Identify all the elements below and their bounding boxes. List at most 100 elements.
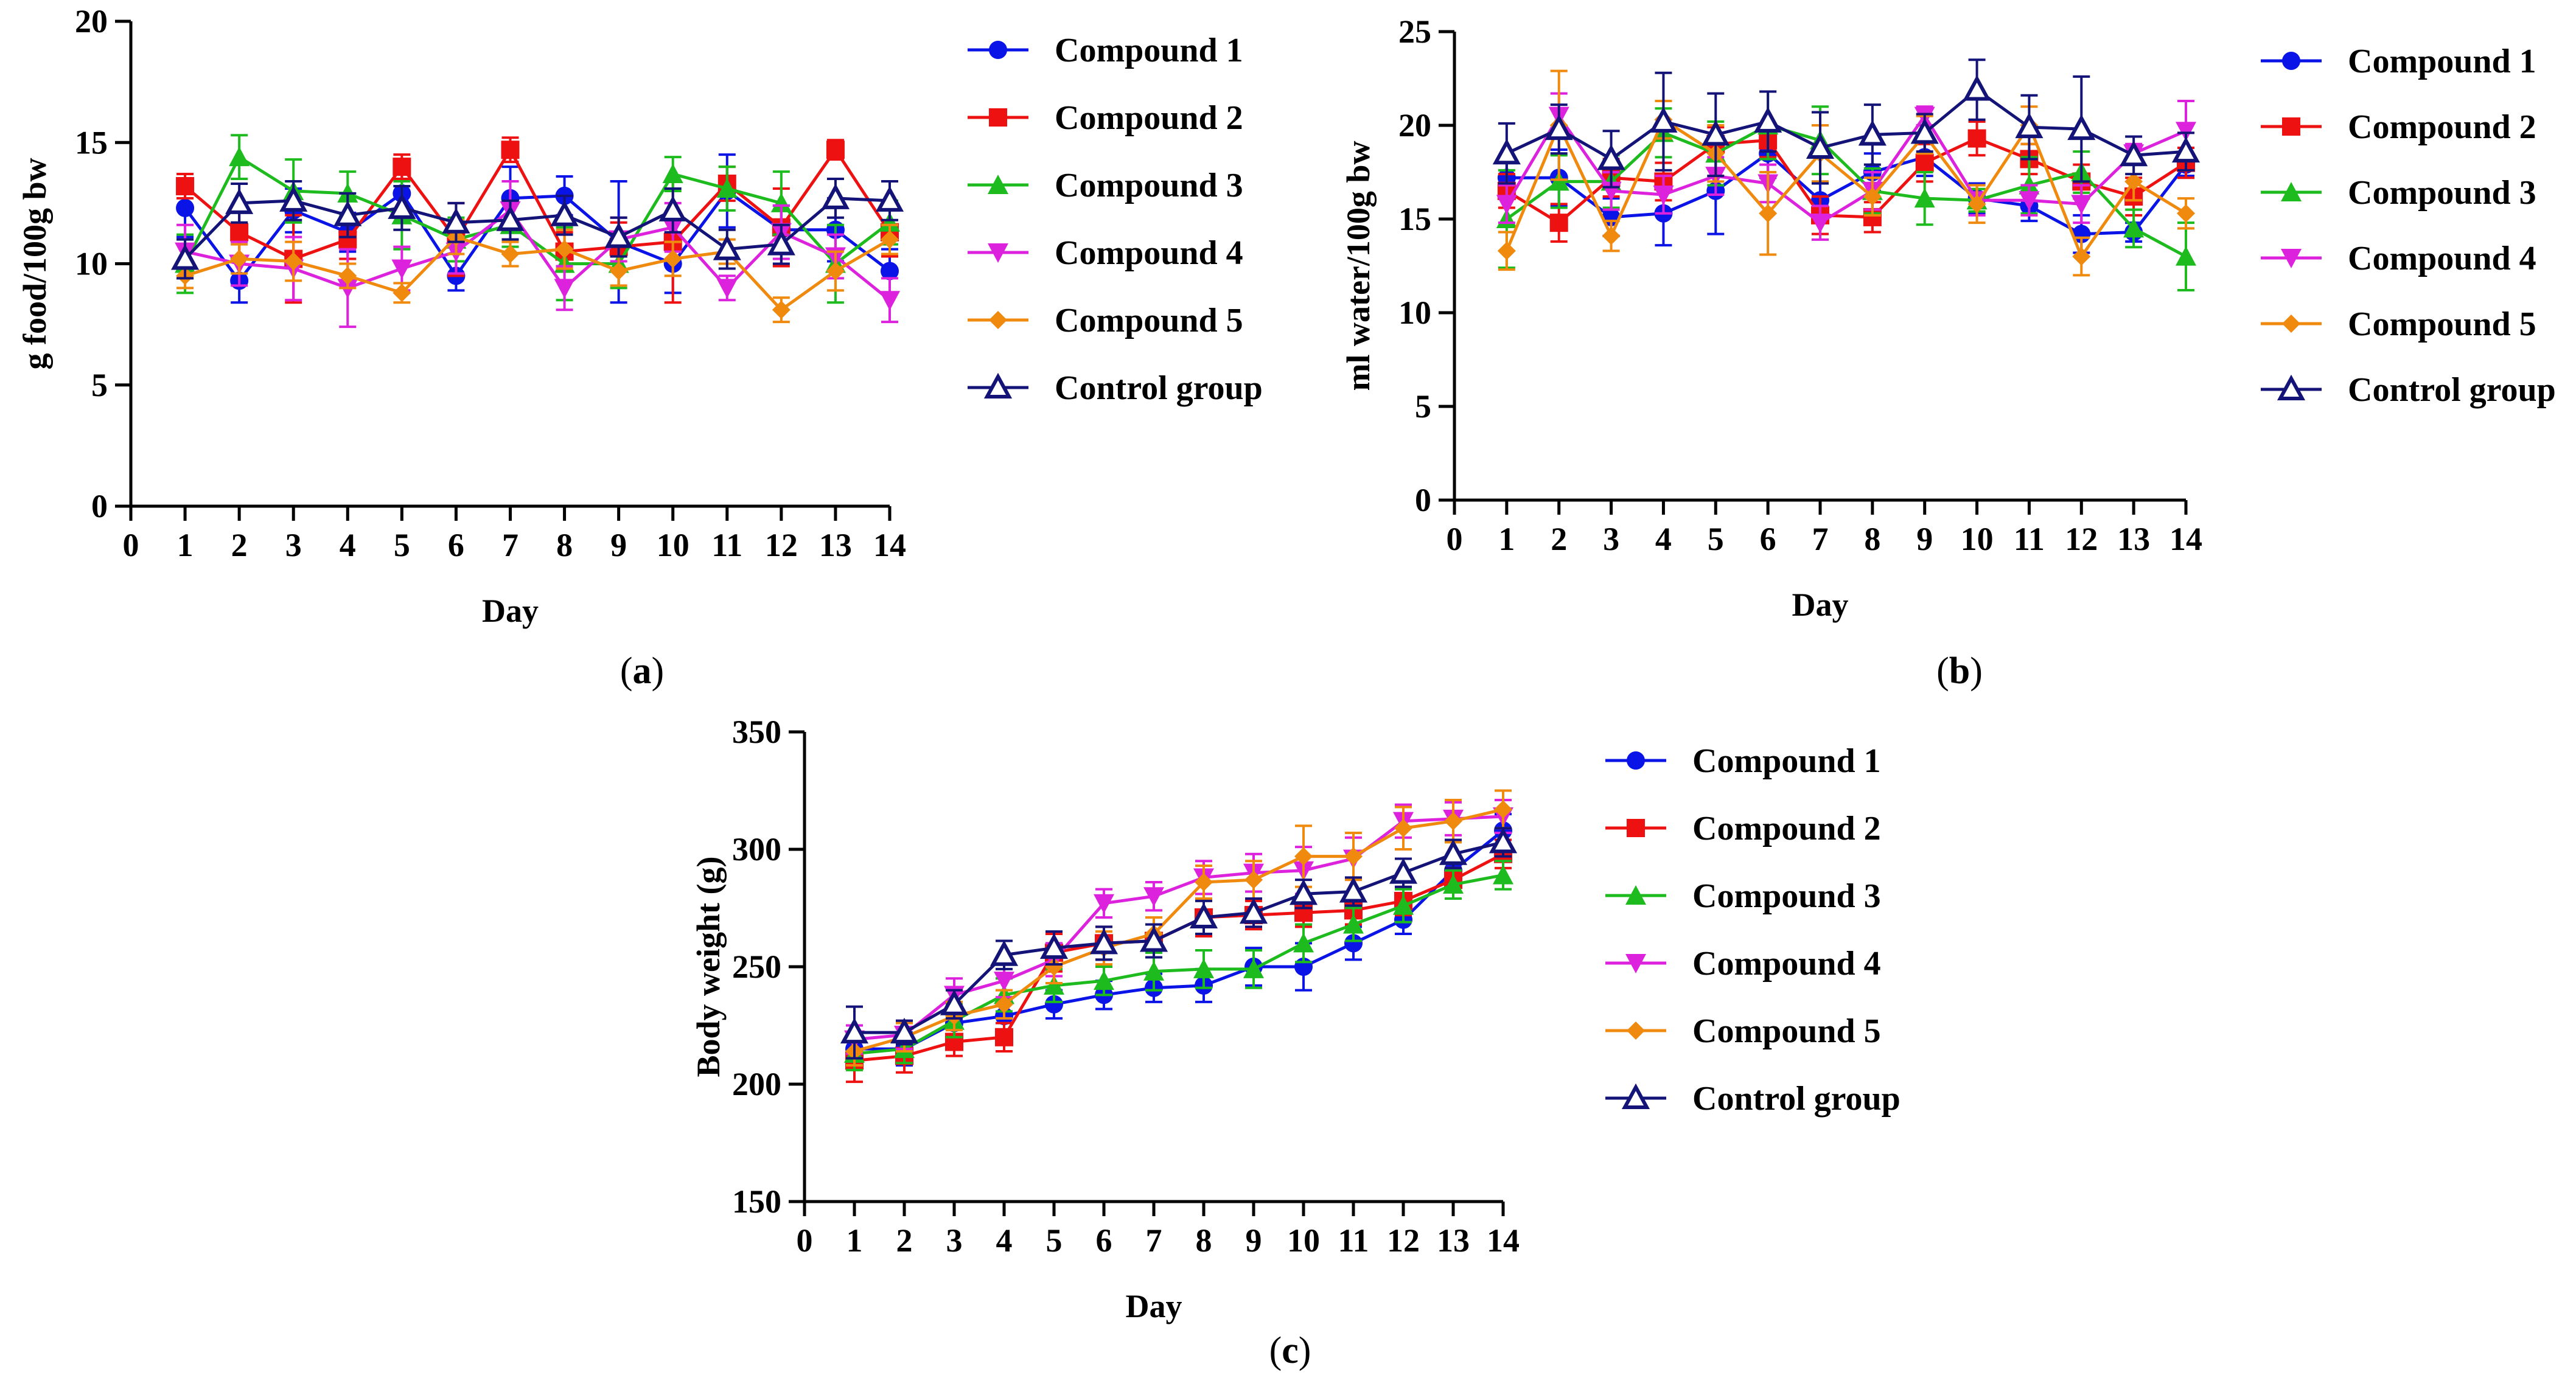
- x-tick-label: 7: [1812, 521, 1829, 557]
- y-tick-label: 20: [1398, 107, 1431, 144]
- y-axis-title: ml water/100g bw: [1340, 141, 1377, 391]
- data-point: [1597, 144, 1625, 170]
- data-point: [1915, 153, 1934, 172]
- data-point: [663, 249, 682, 268]
- legend-label: Compound 2: [1055, 99, 1243, 137]
- legend-marker: [1625, 885, 1646, 905]
- legend-label: Compound 3: [2348, 174, 2536, 212]
- y-tick-label: 0: [91, 488, 108, 524]
- data-point: [940, 989, 969, 1015]
- data-point: [1244, 871, 1263, 889]
- y-tick-label: 10: [1398, 294, 1431, 331]
- data-point: [1143, 961, 1164, 981]
- y-tick-label: 15: [1398, 201, 1431, 237]
- y-tick-marks: [1439, 30, 2188, 515]
- legend-marker: [983, 372, 1013, 398]
- data-point: [609, 262, 628, 280]
- data-point: [826, 262, 845, 280]
- panel-label: (b): [1936, 650, 1983, 692]
- legend-marker: [1625, 954, 1646, 973]
- data-point: [554, 279, 575, 299]
- data-point: [1343, 914, 1364, 934]
- legend: Compound 1 Compound 2 Compound 3 Compound 4…: [1605, 742, 1901, 1118]
- data-point: [875, 186, 904, 212]
- data-point: [1293, 933, 1314, 953]
- data-point: [333, 200, 362, 226]
- x-tick-label: 5: [1708, 521, 1724, 557]
- data-point: [230, 249, 249, 268]
- series-line: [1506, 124, 2187, 258]
- y-axis-title: g food/100g bw: [16, 158, 53, 369]
- data-point: [1189, 902, 1218, 928]
- panel-letter: b: [1949, 650, 1970, 692]
- y-tick-label: 0: [1415, 482, 1431, 518]
- data-point: [1858, 120, 1887, 146]
- x-tick-label: 12: [765, 527, 798, 563]
- legend-marker: [989, 108, 1007, 127]
- legend-item: Compound 1: [968, 32, 1243, 69]
- legend-label: Compound 1: [2348, 43, 2536, 80]
- y-tick-label: 200: [732, 1066, 781, 1102]
- y-tick-marks: [789, 730, 1505, 1216]
- legend-item: Compound 4: [968, 234, 1243, 272]
- data-point: [1492, 138, 1521, 165]
- legend-item: Compound 1: [1605, 742, 1881, 780]
- legend-label: Control group: [2348, 371, 2556, 409]
- x-tick-label: 4: [996, 1222, 1013, 1259]
- data-point: [1914, 188, 1935, 208]
- data-point: [279, 186, 308, 212]
- y-tick-label: 5: [91, 367, 108, 403]
- legend-item: Control group: [968, 369, 1263, 407]
- panel-label: (c): [1269, 1330, 1311, 1371]
- data-point: [284, 252, 303, 271]
- data-point: [658, 195, 687, 221]
- legend-marker: [1627, 1021, 1645, 1040]
- legend-marker: [2281, 182, 2302, 201]
- x-tick-label: 11: [1338, 1222, 1369, 1259]
- x-tick-label: 13: [819, 527, 852, 563]
- data-point: [879, 291, 900, 311]
- data-point: [821, 183, 850, 209]
- data-point: [496, 205, 525, 231]
- y-tick-labels: 0 5 10 15 20 25: [1398, 13, 1431, 518]
- x-tick-label: 4: [1655, 521, 1672, 557]
- y-tick-label: 350: [732, 714, 781, 750]
- x-tick-label: 10: [1961, 521, 1994, 557]
- x-axis-title: Day: [482, 593, 539, 629]
- legend-item: Compound 4: [1605, 945, 1881, 983]
- x-tick-label: 0: [123, 527, 139, 563]
- x-tick-label: 7: [1146, 1222, 1162, 1259]
- x-tick-label: 1: [1498, 521, 1515, 557]
- data-point: [1294, 847, 1313, 866]
- series-compound-4: [844, 798, 1513, 1055]
- x-tick-label: 9: [1916, 521, 1933, 557]
- legend-marker: [988, 243, 1008, 263]
- data-point: [2177, 204, 2195, 223]
- legend-label: Compound 1: [1055, 32, 1243, 69]
- data-point: [1545, 114, 1573, 141]
- data-point: [388, 193, 416, 219]
- data-point: [770, 192, 792, 212]
- panel-label: (a): [620, 650, 664, 692]
- y-tick-label: 15: [75, 124, 108, 161]
- data-point: [1239, 897, 1268, 924]
- x-tick-label: 11: [2014, 521, 2045, 557]
- data-point: [501, 141, 520, 159]
- legend-label: Compound 3: [1055, 167, 1243, 204]
- legend-item: Compound 3: [968, 167, 1243, 204]
- data-point: [1496, 195, 1517, 215]
- data-point: [1549, 214, 1568, 232]
- legend-label: Compound 4: [1692, 945, 1881, 983]
- data-point: [1344, 934, 1363, 953]
- series-control-group: [840, 827, 1518, 1060]
- x-tick-label: 14: [1487, 1222, 1520, 1259]
- data-point: [1963, 75, 1991, 101]
- data-point: [716, 178, 738, 198]
- data-point: [2071, 195, 2092, 215]
- data-point: [1389, 858, 1418, 884]
- data-point: [1759, 204, 1778, 223]
- legend-label: Compound 5: [1692, 1012, 1881, 1050]
- y-tick-marks: [115, 19, 892, 521]
